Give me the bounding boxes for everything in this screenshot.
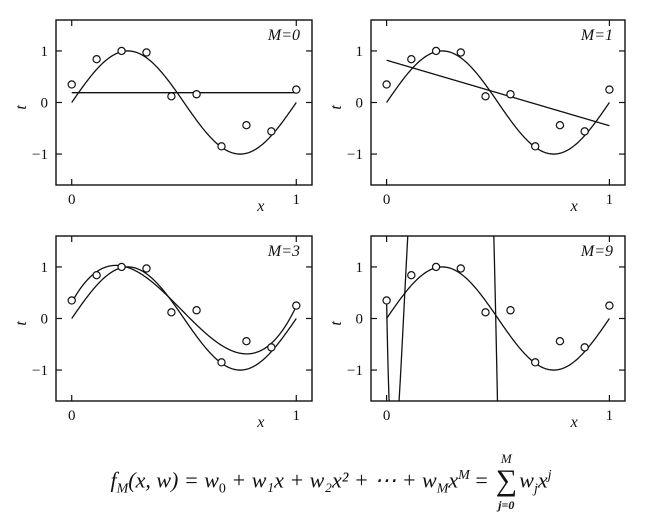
true-function-curve: [386, 266, 610, 371]
plot-area: [71, 264, 297, 371]
data-point: [431, 46, 441, 56]
data-point: [92, 54, 101, 64]
data-point: [531, 142, 540, 151]
data-point: [456, 48, 465, 57]
data-point: [292, 301, 301, 310]
x-tick-label: 1: [293, 408, 301, 424]
data-point: [217, 142, 226, 151]
data-point: [382, 296, 391, 305]
x-tick-label: 1: [293, 192, 301, 208]
data-point: [192, 90, 201, 99]
data-point: [431, 262, 441, 272]
x-axis-label: x: [256, 414, 264, 431]
y-tick-label: −1: [347, 147, 363, 163]
model-order-label: M=0: [267, 27, 300, 44]
data-point: [267, 127, 276, 136]
y-tick-label: 0: [41, 96, 49, 112]
x-tick-label: 0: [383, 408, 391, 424]
sum-term: w: [519, 467, 534, 493]
data-point: [481, 308, 490, 317]
figure: −1 0 1 0 1 x t M=0 −1 0 1 0 1 x t M=1 −1 0 1 0 1 x t M=3 −1 0 1 0 1 x…: [13, 19, 626, 431]
sum-upper: M: [500, 451, 512, 467]
true-function-curve: [71, 50, 297, 155]
x-tick-label: 0: [68, 408, 76, 424]
data-point: [605, 85, 614, 94]
data-point: [167, 308, 176, 317]
chart-panel-1: −1 0 1 0 1 x t M=1: [328, 19, 626, 215]
data-point: [192, 306, 201, 315]
x-axis-label: x: [256, 198, 264, 215]
formula-args: (x, w) = w: [128, 467, 219, 493]
y-tick-label: −1: [32, 147, 48, 163]
data-point: [407, 270, 416, 280]
x-axis-label: x: [570, 198, 578, 215]
plot-area: [385, 236, 610, 401]
data-point: [555, 336, 565, 346]
x-tick-label: 1: [606, 192, 614, 208]
data-point: [267, 343, 276, 352]
data-point: [92, 270, 101, 280]
y-tick-label: −1: [347, 363, 363, 379]
true-function-curve: [71, 266, 297, 371]
plot-area: [386, 50, 610, 155]
model-order-label: M=1: [580, 27, 613, 44]
x-tick-label: 1: [606, 408, 614, 424]
data-point: [67, 80, 76, 89]
y-axis-label: t: [13, 105, 30, 110]
true-function-curve: [386, 50, 610, 155]
data-point: [555, 120, 565, 130]
model-order-label: M=3: [267, 243, 300, 260]
fitted-polynomial-curve: [71, 264, 297, 355]
y-tick-label: 1: [356, 44, 364, 60]
x-axis-label: x: [570, 414, 578, 431]
chart-panel-3: −1 0 1 0 1 x t M=9: [328, 235, 626, 431]
data-point: [407, 54, 416, 64]
data-point: [580, 127, 589, 136]
data-point: [142, 264, 151, 273]
y-tick-label: 1: [41, 260, 49, 276]
data-point: [242, 120, 251, 130]
data-point: [531, 358, 540, 367]
y-tick-label: 0: [356, 312, 364, 328]
data-point: [217, 358, 226, 367]
data-point: [67, 296, 76, 305]
fitted-polynomial-curve: [386, 59, 610, 127]
y-tick-label: 1: [356, 260, 364, 276]
data-point: [382, 80, 391, 89]
data-point: [481, 92, 490, 101]
sum-lower: j=0: [498, 498, 515, 513]
data-point: [167, 92, 176, 101]
data-point: [456, 264, 465, 273]
y-axis-label: t: [328, 321, 345, 326]
formula-body: + w₁x + w₂x² + ⋯ + w: [231, 467, 437, 493]
x-tick-label: 0: [383, 192, 391, 208]
y-tick-label: 0: [356, 96, 364, 112]
data-point: [292, 85, 301, 94]
y-axis-label: t: [13, 321, 30, 326]
y-tick-label: 0: [41, 312, 49, 328]
y-tick-label: 1: [41, 44, 49, 60]
polynomial-formula: fM(x, w) = w0 + w₁x + w₂x² + ⋯ + wMxM = …: [110, 451, 552, 513]
chart-panel-2: −1 0 1 0 1 x t M=3: [13, 235, 313, 431]
y-axis-label: t: [328, 105, 345, 110]
formula-lhs-sub: M: [116, 481, 129, 497]
data-point: [117, 46, 126, 56]
data-point: [605, 301, 614, 310]
data-point: [580, 343, 589, 352]
chart-panel-0: −1 0 1 0 1 x t M=0: [13, 19, 313, 215]
plot-area: [71, 50, 297, 155]
y-tick-label: −1: [32, 363, 48, 379]
data-point: [117, 262, 126, 272]
data-point: [142, 48, 151, 57]
formula-lhs: f: [110, 467, 117, 493]
data-point: [242, 336, 251, 346]
x-tick-label: 0: [68, 192, 76, 208]
data-point: [506, 306, 515, 315]
model-order-label: M=9: [580, 243, 613, 260]
sum-sign: ∑: [495, 464, 517, 498]
data-point: [506, 90, 515, 99]
